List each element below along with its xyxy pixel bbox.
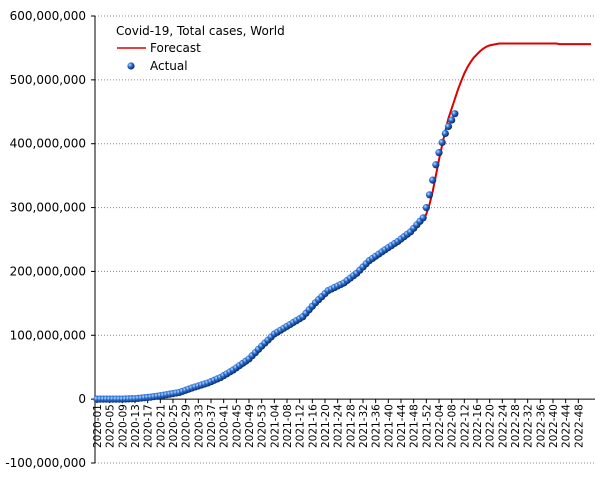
x-tick-label: 2020-01 bbox=[92, 404, 104, 448]
x-tick-label: 2020-13 bbox=[130, 404, 142, 448]
x-tick-label: 2020-33 bbox=[193, 404, 205, 448]
y-tick-label: 500,000,000 bbox=[10, 73, 86, 87]
x-tick-label: 2020-53 bbox=[257, 404, 269, 448]
x-tick-label: 2020-05 bbox=[105, 404, 117, 448]
actual-point bbox=[432, 161, 440, 169]
legend-label: Forecast bbox=[150, 41, 201, 55]
actual-point bbox=[425, 191, 434, 199]
x-tick-label: 2021-48 bbox=[409, 404, 421, 448]
x-tick-label: 2021-20 bbox=[320, 404, 332, 448]
x-tick-label: 2021-08 bbox=[282, 404, 294, 448]
x-tick-label: 2021-12 bbox=[295, 404, 307, 448]
legend-marker bbox=[127, 62, 135, 70]
x-tick-label: 2022-48 bbox=[573, 404, 585, 448]
actual-point bbox=[448, 116, 456, 124]
y-tick-label: 300,000,000 bbox=[10, 201, 86, 215]
y-tick-label: 200,000,000 bbox=[10, 264, 86, 278]
x-tick-label: 2021-24 bbox=[333, 404, 345, 448]
y-tick-label: -100,000,000 bbox=[5, 456, 86, 470]
x-tick-label: 2020-09 bbox=[117, 404, 129, 448]
actual-point bbox=[435, 149, 443, 157]
actual-point bbox=[441, 129, 449, 138]
y-tick-label: 600,000,000 bbox=[10, 9, 86, 23]
actual-point bbox=[444, 122, 453, 131]
x-tick-label: 2020-45 bbox=[231, 404, 243, 448]
actual-point bbox=[419, 214, 427, 222]
x-tick-label: 2021-28 bbox=[345, 404, 357, 448]
x-tick-label: 2020-17 bbox=[143, 404, 155, 448]
x-tick-label: 2022-36 bbox=[535, 404, 547, 448]
actual-point bbox=[451, 110, 459, 118]
y-tick-label: 400,000,000 bbox=[10, 137, 86, 151]
x-tick-label: 2022-40 bbox=[548, 404, 560, 448]
y-tick-label: 0 bbox=[78, 392, 86, 406]
x-tick-label: 2020-37 bbox=[206, 404, 218, 448]
actual-point bbox=[422, 203, 430, 212]
x-tick-label: 2022-20 bbox=[485, 404, 497, 448]
x-tick-label: 2022-04 bbox=[434, 404, 446, 448]
forecast-line bbox=[97, 42, 591, 402]
x-tick-label: 2022-24 bbox=[497, 404, 509, 448]
y-tick-label: 100,000,000 bbox=[10, 328, 86, 342]
x-tick-label: 2021-40 bbox=[383, 404, 395, 448]
x-tick-label: 2020-21 bbox=[155, 404, 167, 448]
x-tick-label: 2021-44 bbox=[396, 404, 408, 448]
x-tick-label: 2022-08 bbox=[447, 404, 459, 448]
legend-title: Covid-19, Total cases, World bbox=[116, 24, 285, 38]
x-tick-label: 2020-41 bbox=[219, 404, 231, 448]
x-tick-label: 2021-52 bbox=[421, 404, 433, 448]
x-tick-label: 2022-16 bbox=[472, 404, 484, 448]
x-tick-label: 2021-32 bbox=[358, 404, 370, 448]
actual-point bbox=[438, 138, 446, 147]
x-tick-label: 2020-29 bbox=[181, 404, 193, 448]
x-tick-label: 2022-32 bbox=[523, 404, 535, 448]
x-tick-label: 2022-12 bbox=[459, 404, 471, 448]
x-tick-label: 2021-04 bbox=[269, 404, 281, 448]
x-tick-label: 2022-28 bbox=[510, 404, 522, 448]
x-tick-label: 2020-49 bbox=[244, 404, 256, 448]
x-tick-label: 2022-44 bbox=[561, 404, 573, 448]
actual-point bbox=[429, 176, 437, 184]
legend-label: Actual bbox=[150, 59, 188, 73]
x-tick-label: 2021-16 bbox=[307, 404, 319, 448]
x-tick-label: 2021-36 bbox=[371, 404, 383, 448]
x-tick-label: 2020-25 bbox=[168, 404, 180, 448]
